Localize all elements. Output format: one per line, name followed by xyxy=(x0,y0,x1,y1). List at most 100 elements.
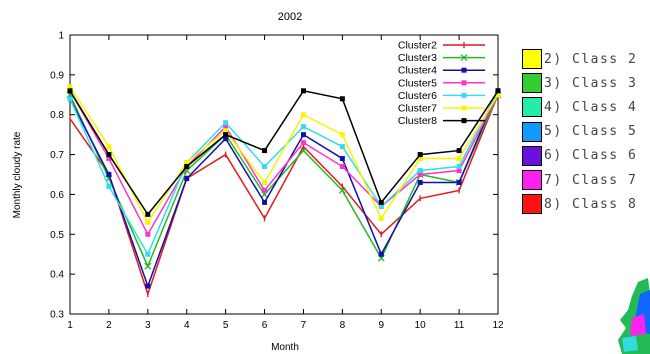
data-point xyxy=(339,156,345,162)
y-tick-label: 1 xyxy=(58,31,64,42)
class-swatch xyxy=(522,97,542,118)
class-swatch xyxy=(522,194,542,215)
data-point xyxy=(184,175,190,181)
data-point xyxy=(339,96,345,102)
class-legend-item: 2) Class 2 xyxy=(522,47,637,71)
data-point xyxy=(106,152,112,158)
legend-label: Cluster8 xyxy=(398,115,437,127)
x-tick-label: 6 xyxy=(262,320,268,331)
data-point xyxy=(417,168,423,174)
plot-frame xyxy=(69,34,499,315)
class-swatch xyxy=(522,121,542,142)
data-point xyxy=(262,179,268,185)
x-tick-label: 3 xyxy=(145,320,151,331)
class-swatch xyxy=(522,145,542,166)
legend-label: Cluster7 xyxy=(398,103,437,115)
data-point xyxy=(262,148,268,154)
chart-title: 2002 xyxy=(278,11,302,23)
x-tick-label: 4 xyxy=(184,320,190,331)
x-tick-label: 1 xyxy=(67,320,73,331)
class-legend-item: 6) Class 6 xyxy=(522,144,637,168)
legend-marker xyxy=(460,54,468,62)
data-point xyxy=(262,164,268,170)
class-legend-item: 7) Class 7 xyxy=(522,168,637,192)
data-point xyxy=(184,164,190,170)
x-axis-label: Month xyxy=(271,342,299,353)
x-tick-label: 12 xyxy=(492,320,504,331)
series-line-cluster3 xyxy=(69,94,499,269)
data-point xyxy=(262,199,268,205)
class-legend-label: 6) Class 6 xyxy=(544,148,638,164)
class-legend-label: 4) Class 4 xyxy=(544,99,638,115)
legend-label: Cluster3 xyxy=(398,52,437,64)
legend-label: Cluster2 xyxy=(398,40,437,52)
class-legend-label: 8) Class 8 xyxy=(544,196,638,212)
data-point xyxy=(338,186,346,194)
data-point xyxy=(300,112,306,118)
x-tick-label: 8 xyxy=(340,320,346,331)
data-point xyxy=(223,136,229,142)
class-legend-label: 3) Class 3 xyxy=(544,75,638,91)
data-point xyxy=(223,120,229,126)
data-point xyxy=(417,152,423,158)
y-axis-label: Monthly cloudy rate xyxy=(12,131,23,218)
plot-legend: Cluster2Cluster3Cluster4Cluster5Cluster6… xyxy=(398,40,485,127)
x-tick-label: 11 xyxy=(454,320,465,331)
y-tick-label: 0.6 xyxy=(50,190,64,201)
data-point xyxy=(339,132,345,138)
data-point xyxy=(456,179,462,185)
data-point xyxy=(300,132,306,138)
data-point xyxy=(495,92,501,98)
data-point xyxy=(67,88,73,94)
data-point xyxy=(106,156,112,162)
class-swatch xyxy=(522,49,542,70)
x-tick-label: 2 xyxy=(106,320,112,331)
data-point xyxy=(339,144,345,150)
series-line-cluster8 xyxy=(69,89,499,216)
legend-label: Cluster6 xyxy=(398,90,437,102)
map-fragment xyxy=(618,278,650,354)
data-point xyxy=(456,168,462,174)
y-tick-label: 0.4 xyxy=(50,270,64,281)
class-legend-item: 8) Class 8 xyxy=(522,192,637,216)
series-line-cluster7 xyxy=(69,86,499,224)
y-tick-label: 0.3 xyxy=(50,310,64,321)
data-point xyxy=(184,160,190,166)
x-tick-label: 5 xyxy=(223,320,229,331)
legend-marker xyxy=(461,92,467,98)
data-point xyxy=(300,88,306,94)
legend-marker xyxy=(461,105,467,111)
data-point xyxy=(378,215,384,221)
class-legend-item: 5) Class 5 xyxy=(522,120,637,144)
data-point xyxy=(144,262,152,270)
data-point xyxy=(378,199,384,205)
data-point xyxy=(456,164,462,170)
series-line-cluster5 xyxy=(69,90,499,236)
data-point xyxy=(106,172,112,177)
legend-marker xyxy=(461,118,467,124)
data-point xyxy=(300,140,306,146)
data-point xyxy=(223,128,229,134)
legend-marker xyxy=(461,67,467,73)
class-legend: 2) Class 2 3) Class 3 4) Class 4 5) Class 5… xyxy=(522,47,637,216)
data-point xyxy=(145,211,151,217)
legend-label: Cluster4 xyxy=(398,65,437,77)
y-tick-label: 0.7 xyxy=(50,150,64,161)
data-point xyxy=(223,132,229,138)
class-swatch xyxy=(522,73,542,94)
class-legend-label: 5) Class 5 xyxy=(544,124,638,140)
class-legend-item: 4) Class 4 xyxy=(522,95,637,119)
series-line-cluster6 xyxy=(69,90,499,256)
series-line-cluster2 xyxy=(69,94,499,297)
series-line-cluster4 xyxy=(69,90,499,289)
data-point xyxy=(262,187,268,193)
data-point xyxy=(67,96,73,102)
data-point xyxy=(67,84,73,90)
x-tick-label: 10 xyxy=(415,320,427,331)
class-swatch xyxy=(522,170,542,191)
data-point xyxy=(145,231,151,237)
class-legend-label: 2) Class 2 xyxy=(544,51,638,67)
data-point xyxy=(106,183,112,189)
data-point xyxy=(299,147,307,155)
